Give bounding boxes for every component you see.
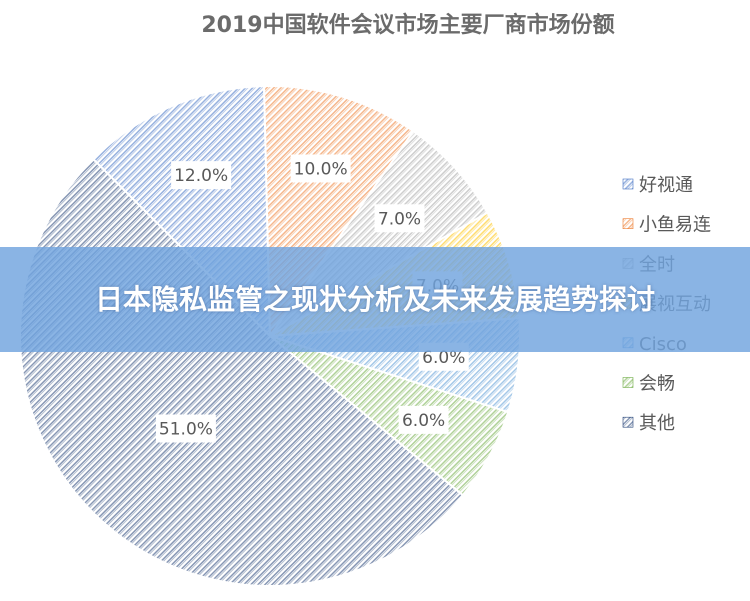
legend-item: 会畅 bbox=[622, 374, 675, 395]
data-label-box bbox=[155, 414, 216, 443]
data-label-text: 10.0% bbox=[294, 159, 348, 179]
data-label: 6.0% bbox=[398, 405, 449, 434]
legend-swatch bbox=[622, 416, 634, 428]
legend-item: 好视通 bbox=[622, 175, 693, 196]
legend-swatch bbox=[622, 218, 634, 229]
legend-label: 小鱼易连 bbox=[639, 215, 711, 236]
data-label: 51.0% bbox=[155, 414, 216, 443]
data-label-text: 6.0% bbox=[422, 348, 465, 368]
banner-text: 日本隐私监管之现状分析及未来发展趋势探讨 bbox=[94, 282, 655, 316]
data-label-text: 7.0% bbox=[378, 209, 421, 229]
data-label-box bbox=[290, 154, 351, 183]
legend-item: 小鱼易连 bbox=[622, 215, 711, 236]
data-label-box bbox=[171, 161, 232, 190]
data-label: 10.0% bbox=[290, 154, 351, 183]
data-label-text: 51.0% bbox=[159, 419, 213, 439]
data-label-text: 6.0% bbox=[402, 411, 445, 431]
legend-label: 好视通 bbox=[639, 175, 693, 196]
data-label-text: 12.0% bbox=[174, 166, 228, 186]
legend-label: 会畅 bbox=[639, 374, 675, 395]
overlay-banner: 日本隐私监管之现状分析及未来发展趋势探讨 bbox=[0, 247, 750, 352]
data-label: 7.0% bbox=[374, 204, 425, 233]
legend-label: 其他 bbox=[639, 413, 675, 434]
data-label: 12.0% bbox=[171, 161, 232, 190]
legend-swatch bbox=[622, 178, 634, 190]
data-label-box bbox=[374, 204, 425, 233]
legend-item: 其他 bbox=[622, 413, 675, 434]
data-label-box bbox=[398, 405, 449, 434]
legend-swatch bbox=[622, 377, 634, 388]
chart-title: 2019中国软件会议市场主要厂商市场份额 bbox=[201, 12, 614, 38]
data-labels: 12.0%10.0%7.0%7.0%6.0%6.0%51.0% bbox=[155, 154, 469, 443]
